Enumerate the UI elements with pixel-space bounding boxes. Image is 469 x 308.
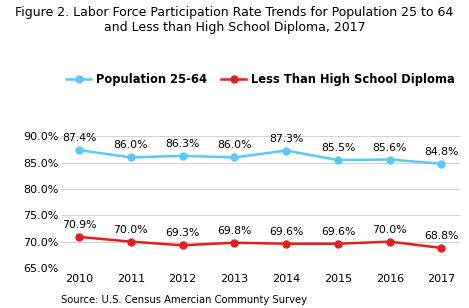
Line: Population 25-64: Population 25-64 [76, 147, 445, 167]
Less Than High School Diploma [439, 246, 444, 250]
Less Than High School Diploma [180, 244, 185, 247]
Population 25-64 [232, 156, 237, 159]
Population 25-64 [128, 156, 134, 159]
Text: 70.0%: 70.0% [113, 225, 148, 235]
Text: 70.9%: 70.9% [62, 220, 96, 230]
Population 25-64 [335, 158, 341, 162]
Less Than High School Diploma [387, 240, 393, 244]
Population 25-64 [180, 154, 185, 158]
Less Than High School Diploma [335, 242, 341, 245]
Text: Source: U.S. Census Amercian Communty Survey: Source: U.S. Census Amercian Communty Su… [61, 295, 307, 305]
Less Than High School Diploma [128, 240, 134, 244]
Legend: Population 25-64, Less Than High School Diploma: Population 25-64, Less Than High School … [61, 68, 459, 90]
Less Than High School Diploma [283, 242, 289, 245]
Text: 86.0%: 86.0% [217, 140, 252, 151]
Text: 69.6%: 69.6% [269, 227, 303, 237]
Line: Less Than High School Diploma: Less Than High School Diploma [76, 233, 445, 251]
Text: 70.0%: 70.0% [372, 225, 407, 235]
Text: 69.6%: 69.6% [321, 227, 355, 237]
Population 25-64 [76, 148, 82, 152]
Text: 69.3%: 69.3% [166, 228, 200, 238]
Text: 84.8%: 84.8% [424, 147, 459, 157]
Text: 87.4%: 87.4% [62, 133, 96, 143]
Text: 86.3%: 86.3% [166, 139, 200, 149]
Text: 85.6%: 85.6% [372, 143, 407, 152]
Text: Figure 2. Labor Force Participation Rate Trends for Population 25 to 64
and Less: Figure 2. Labor Force Participation Rate… [15, 6, 454, 34]
Population 25-64 [439, 162, 444, 166]
Text: 87.3%: 87.3% [269, 134, 303, 144]
Population 25-64 [283, 149, 289, 152]
Text: 69.8%: 69.8% [217, 226, 251, 236]
Less Than High School Diploma [76, 235, 82, 239]
Text: 68.8%: 68.8% [424, 231, 459, 241]
Text: 86.0%: 86.0% [113, 140, 148, 151]
Text: 85.5%: 85.5% [321, 143, 355, 153]
Population 25-64 [387, 158, 393, 161]
Less Than High School Diploma [232, 241, 237, 245]
